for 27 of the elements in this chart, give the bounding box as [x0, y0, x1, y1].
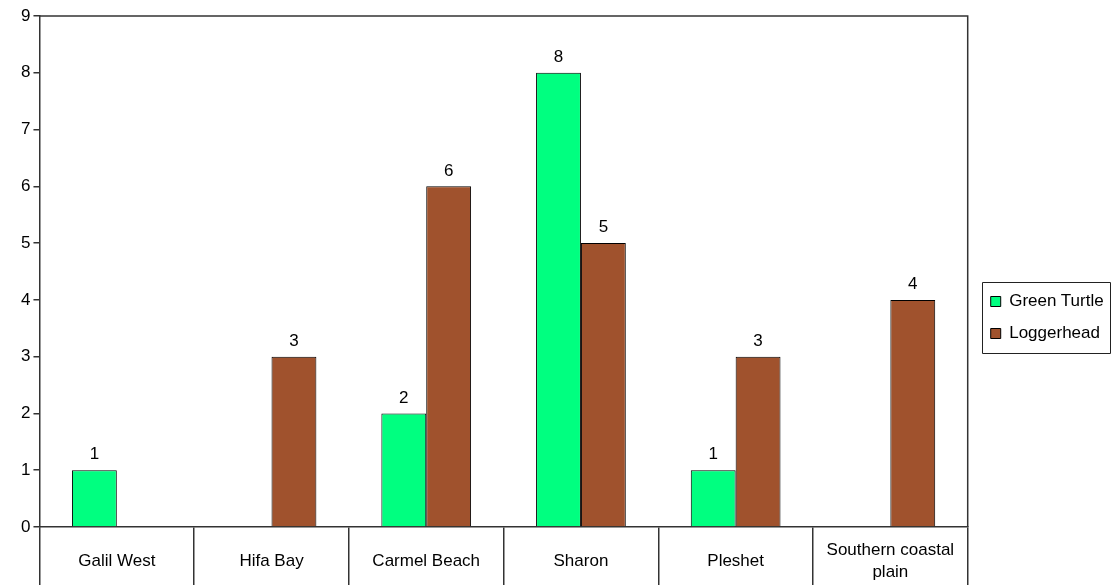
x-tick-label: Southern coastal plain [826, 539, 955, 581]
y-tick-label: 7 [20, 119, 31, 139]
y-tick-label: 3 [20, 346, 31, 366]
data-label: 1 [89, 444, 100, 464]
y-tick-label: 9 [20, 5, 31, 25]
y-tick-label: 2 [20, 403, 31, 423]
y-tick-label: 1 [20, 459, 31, 479]
data-label: 6 [443, 160, 454, 180]
x-tick-label: Hifa Bay [239, 550, 305, 570]
legend-label: Green Turtle [1009, 291, 1104, 311]
y-tick-label: 6 [20, 176, 31, 196]
data-label: 5 [598, 217, 609, 237]
y-tick-label: 8 [20, 62, 31, 82]
y-tick-label: 4 [20, 289, 31, 309]
data-label: 1 [708, 444, 718, 464]
x-tick-label: Sharon [553, 550, 609, 570]
legend-label: Loggerhead [1009, 323, 1100, 343]
y-tick-label: 5 [20, 232, 31, 252]
x-tick-label: Carmel Beach [372, 550, 481, 570]
data-label: 2 [399, 387, 409, 407]
data-label: 3 [753, 330, 763, 350]
y-tick-label: 0 [20, 516, 31, 536]
data-label: 4 [908, 274, 918, 294]
data-label: 3 [289, 330, 299, 350]
x-tick-label: Galil West [78, 550, 156, 570]
x-tick-label: Pleshet [707, 550, 765, 570]
data-label: 8 [553, 46, 564, 66]
